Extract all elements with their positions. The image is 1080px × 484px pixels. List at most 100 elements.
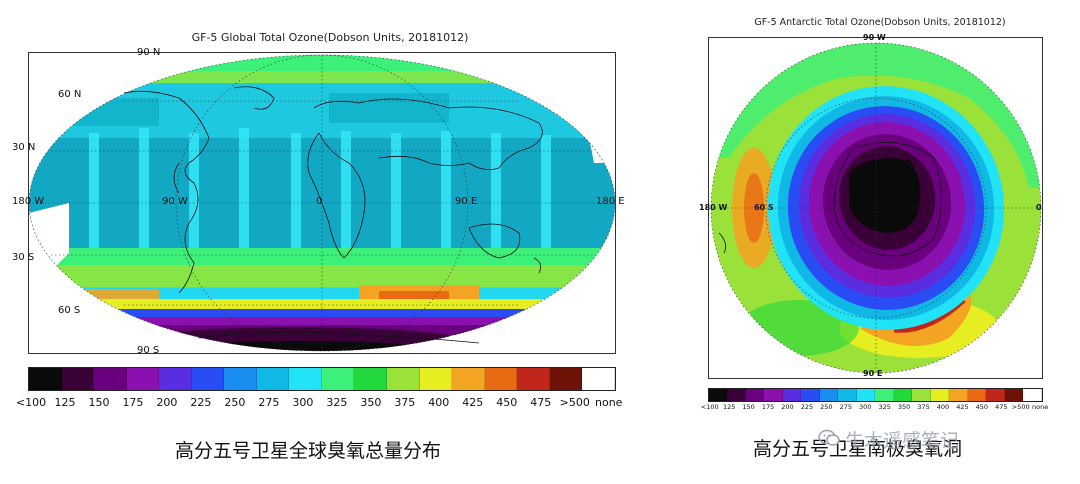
colorbar-tick-label: 150 — [88, 396, 110, 409]
lat-label-30n: 30 N — [12, 142, 36, 153]
lat-label-90n: 90 N — [137, 47, 161, 58]
colorbar-tick-label: 250 — [224, 396, 246, 409]
lat-label-90s: 90 S — [137, 345, 160, 356]
antarctic-label-180w: 180 W — [699, 203, 728, 212]
colorbar-swatch — [29, 368, 62, 390]
colorbar-tick-label: 300 — [292, 396, 314, 409]
colorbar-swatch — [549, 368, 583, 390]
colorbar-tick-label: <100 — [15, 396, 47, 409]
colorbar-swatch — [745, 389, 765, 401]
colorbar-swatch — [224, 368, 257, 390]
colorbar-swatch — [191, 368, 225, 390]
global-ozone-map — [28, 54, 616, 352]
colorbar-swatch — [321, 368, 355, 390]
colorbar-tick-label: 375 — [917, 403, 930, 411]
global-map-frame — [28, 52, 616, 354]
antarctic-ozone-map — [710, 42, 1042, 374]
colorbar-swatch — [709, 389, 728, 401]
lat-label-60s: 60 S — [58, 305, 81, 316]
colorbar-tick-label: 300 — [859, 403, 872, 411]
colorbar-swatch — [256, 368, 290, 390]
colorbar-tick-label: 325 — [326, 396, 348, 409]
antarctic-label-90e: 90 E — [863, 369, 883, 378]
colorbar-swatch — [727, 389, 746, 401]
colorbar-tick-label: 175 — [761, 403, 775, 411]
antarctic-label-0: 0 — [1036, 203, 1042, 212]
colorbar-tick-label: 225 — [190, 396, 212, 409]
colorbar-tick-label: none — [595, 396, 623, 409]
colorbar-tick-label: 425 — [956, 403, 969, 411]
colorbar-tick-label: 200 — [156, 396, 178, 409]
global-colorbar-ticks: <100 125 150 175 200 225 250 275 300 325 350 375 400… — [14, 396, 626, 409]
colorbar-swatch — [289, 368, 322, 390]
lon-label-90w: 90 W — [162, 196, 188, 207]
lat-label-60n: 60 N — [58, 89, 82, 100]
colorbar-swatch — [1004, 389, 1024, 401]
colorbar-swatch — [419, 368, 453, 390]
colorbar-swatch — [912, 389, 931, 401]
antarctic-map-caption: 高分五号卫星南极臭氧洞 — [753, 438, 963, 460]
colorbar-tick-label: 450 — [496, 396, 518, 409]
colorbar-swatch — [61, 368, 95, 390]
colorbar-tick-label: 125 — [54, 396, 76, 409]
colorbar-swatch — [94, 368, 127, 390]
watermark-text: 牛木遥感笔记 — [845, 430, 960, 452]
colorbar-tick-label: <100 — [700, 403, 719, 411]
lon-label-180e: 180 E — [596, 196, 625, 207]
antarctic-colorbar-ticks: <100 125 150 175 200 225 250 275 300 325 350 375 400… — [700, 403, 1050, 411]
lon-label-0: 0 — [316, 196, 323, 207]
global-map-title: GF-5 Global Total Ozone(Dobson Units, 20… — [191, 31, 469, 44]
antarctic-label-90w: 90 W — [863, 33, 886, 42]
antarctic-map-title: GF-5 Antarctic Total Ozone(Dobson Units,… — [754, 17, 1006, 28]
colorbar-swatch — [1023, 389, 1042, 401]
colorbar-swatch — [484, 368, 518, 390]
colorbar-swatch — [452, 368, 485, 390]
colorbar-swatch — [893, 389, 913, 401]
colorbar-swatch — [354, 368, 388, 390]
colorbar-swatch — [387, 368, 420, 390]
colorbar-swatch — [930, 389, 950, 401]
colorbar-tick-label: 250 — [820, 403, 833, 411]
colorbar-tick-label: 475 — [995, 403, 1008, 411]
colorbar-tick-label: 350 — [360, 396, 382, 409]
colorbar-tick-label: >500 — [559, 396, 590, 409]
antarctic-map-frame — [708, 37, 1043, 379]
colorbar-tick-label: 175 — [122, 396, 144, 409]
colorbar-swatch — [582, 368, 615, 390]
colorbar-swatch — [819, 389, 839, 401]
colorbar-tick-label: 475 — [530, 396, 552, 409]
colorbar-swatch — [126, 368, 160, 390]
colorbar-tick-label: 350 — [897, 403, 911, 411]
colorbar-swatch — [764, 389, 783, 401]
wechat-icon — [818, 429, 840, 446]
colorbar-swatch — [949, 389, 968, 401]
colorbar-swatch — [838, 389, 857, 401]
lon-label-90e: 90 E — [455, 196, 478, 207]
colorbar-tick-label: >500 — [1011, 403, 1030, 411]
colorbar-tick-label: 450 — [975, 403, 989, 411]
colorbar-tick-label: 125 — [722, 403, 736, 411]
antarctic-colorbar — [708, 388, 1043, 402]
colorbar-swatch — [782, 389, 802, 401]
colorbar-tick-label: 325 — [878, 403, 891, 411]
colorbar-tick-label: 150 — [742, 403, 755, 411]
colorbar-tick-label: 275 — [258, 396, 280, 409]
colorbar-tick-label: 225 — [800, 403, 814, 411]
colorbar-tick-label: 200 — [781, 403, 794, 411]
colorbar-swatch — [875, 389, 894, 401]
colorbar-tick-label: none — [1032, 403, 1049, 411]
colorbar-swatch — [517, 368, 550, 390]
global-colorbar — [28, 367, 616, 391]
antarctic-label-60s: 60 S — [754, 203, 774, 212]
colorbar-tick-label: 375 — [394, 396, 416, 409]
colorbar-swatch — [967, 389, 987, 401]
global-map-caption: 高分五号卫星全球臭氧总量分布 — [175, 440, 442, 462]
colorbar-tick-label: 275 — [839, 403, 852, 411]
colorbar-tick-label: 400 — [936, 403, 950, 411]
lat-label-30s: 30 S — [12, 252, 35, 263]
colorbar-tick-label: 425 — [462, 396, 484, 409]
colorbar-swatch — [159, 368, 192, 390]
colorbar-tick-label: 400 — [428, 396, 450, 409]
colorbar-swatch — [986, 389, 1005, 401]
lon-label-180w: 180 W — [12, 196, 45, 207]
